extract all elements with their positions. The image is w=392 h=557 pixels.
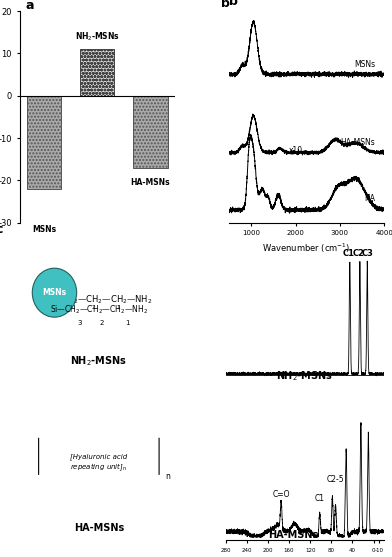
Text: HA-MSNs: HA-MSNs — [74, 523, 124, 533]
Ellipse shape — [32, 268, 77, 317]
Text: n: n — [165, 472, 170, 481]
Bar — [80, 49, 114, 96]
Bar — [133, 96, 168, 168]
Text: MSNs: MSNs — [354, 60, 375, 69]
Text: b: b — [221, 0, 230, 10]
Text: C=O: C=O — [272, 490, 290, 499]
Text: a: a — [25, 0, 34, 12]
Text: Si—$\underset{3}{\text{CH}_2}$—$\underset{2}{\text{CH}_2}$—$\underset{1}{\text{C: Si—$\underset{3}{\text{CH}_2}$—$\underse… — [45, 293, 152, 312]
Text: c: c — [0, 222, 3, 236]
Text: 2: 2 — [100, 320, 104, 326]
Text: Si—CH$_2$—CH$_2$—CH$_2$—NH$_2$: Si—CH$_2$—CH$_2$—CH$_2$—NH$_2$ — [50, 303, 148, 316]
Text: 1: 1 — [125, 320, 130, 326]
Text: HA-MSNs: HA-MSNs — [131, 178, 170, 187]
Text: MSNs: MSNs — [32, 225, 56, 234]
Text: HA-MSNs: HA-MSNs — [341, 138, 375, 147]
Text: NH$_2$-MSNs: NH$_2$-MSNs — [74, 31, 120, 43]
Text: MSNs: MSNs — [42, 288, 67, 297]
Text: NH$_2$-MSNs: NH$_2$-MSNs — [70, 354, 127, 368]
Text: [Hyaluronic acid
repeating unit]$_n$: [Hyaluronic acid repeating unit]$_n$ — [70, 453, 127, 473]
Text: C3: C3 — [361, 250, 373, 258]
Text: NH$_2$-MSNs: NH$_2$-MSNs — [276, 369, 334, 383]
Text: HA: HA — [364, 194, 375, 203]
Text: 3: 3 — [78, 320, 82, 326]
Text: C2: C2 — [353, 250, 365, 258]
Text: HA-MSNs: HA-MSNs — [268, 530, 318, 540]
X-axis label: Wavenumber (cm$^{-1}$): Wavenumber (cm$^{-1}$) — [262, 242, 351, 256]
Text: x10: x10 — [289, 145, 303, 154]
Text: b: b — [229, 0, 238, 8]
Text: C1: C1 — [343, 250, 355, 258]
Text: C2-5: C2-5 — [326, 475, 344, 485]
Bar — [27, 96, 61, 189]
Text: C1: C1 — [315, 494, 325, 503]
